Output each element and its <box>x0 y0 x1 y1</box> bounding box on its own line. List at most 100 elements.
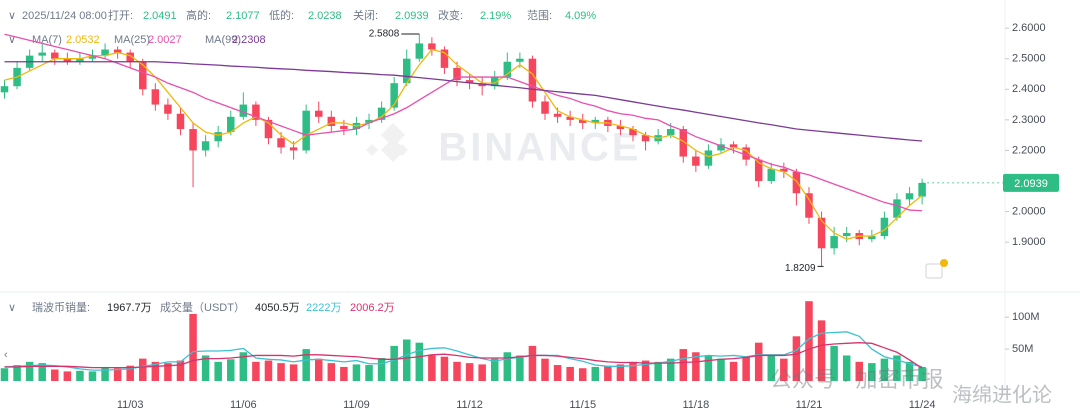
candle-body <box>101 49 109 56</box>
candle-body <box>516 58 524 62</box>
volume-bar <box>352 364 361 381</box>
volume-bar <box>905 361 914 381</box>
candle-body <box>440 49 449 68</box>
candle-body <box>692 156 700 166</box>
volume-label: 瑞波币销量: <box>32 300 90 314</box>
candle-body <box>465 80 474 84</box>
candle-body <box>578 119 587 123</box>
volume-bar <box>654 361 662 381</box>
volume-bar <box>679 349 688 381</box>
candle-body <box>139 61 147 90</box>
volume-bar <box>151 361 160 381</box>
candle-body <box>591 119 600 123</box>
volume-bar <box>465 363 474 381</box>
volume-bar <box>868 363 876 381</box>
candle-body <box>792 171 801 194</box>
high-label: 高的: <box>186 8 211 22</box>
volume-bar <box>113 368 122 381</box>
x-tick-label: 11/03 <box>117 399 144 411</box>
volume-bar <box>817 320 826 381</box>
volume-ma-legend: 2222万 <box>306 302 341 314</box>
candle-body <box>918 182 926 197</box>
candle-body <box>842 233 851 237</box>
candle-body <box>377 107 386 120</box>
candle-body <box>264 119 273 139</box>
candle-body <box>490 77 499 87</box>
volume-bar <box>76 370 84 381</box>
open-label: 打开: <box>108 8 133 22</box>
volume-bar <box>340 366 348 381</box>
volume-bar <box>578 368 587 381</box>
volume-bar <box>365 365 373 381</box>
volume-bar <box>0 368 9 381</box>
candle-body <box>666 129 675 136</box>
volume-bar <box>629 361 637 381</box>
ma-legend-name: MA(25) <box>114 34 150 46</box>
y-tick-label: 2.0000 <box>1012 206 1046 218</box>
x-tick-label: 11/24 <box>909 399 936 411</box>
ma-line <box>4 33 923 212</box>
volume-bar <box>604 365 612 381</box>
watermark-logo <box>366 123 408 162</box>
x-tick-label: 11/06 <box>230 399 257 411</box>
candle-body <box>176 113 185 130</box>
range-label: 范围: <box>527 8 552 22</box>
change-label: 改变: <box>438 8 463 22</box>
candle-body <box>742 147 750 160</box>
candle-body <box>51 52 59 59</box>
collapse-icon[interactable]: ∨ <box>8 34 16 46</box>
volume-bar <box>566 366 574 381</box>
volume-bar <box>390 345 398 381</box>
volume-bar <box>616 364 625 381</box>
y-tick-label: 2.3000 <box>1012 114 1046 126</box>
volume-bar <box>239 352 248 381</box>
collapse-icon[interactable]: ∨ <box>8 10 16 22</box>
candle-body <box>641 135 650 142</box>
candle-body <box>327 116 336 126</box>
x-tick-label: 11/21 <box>796 399 823 411</box>
y-tick-label: 2.6000 <box>1012 22 1046 34</box>
candle-body <box>880 217 889 237</box>
candle-body <box>390 83 398 108</box>
ma-legend-name: MA(99) <box>205 34 241 46</box>
candle-body <box>503 61 512 78</box>
low-value: 2.0238 <box>308 10 342 22</box>
candle-body <box>616 125 625 130</box>
volume-bar <box>63 371 72 381</box>
volume-ma-legend: 2006.2万 <box>350 302 395 314</box>
volume-bar <box>767 355 776 381</box>
scroll-left-icon[interactable]: ‹ <box>4 349 8 361</box>
volume-bar <box>490 358 499 381</box>
high-value: 2.1077 <box>226 10 260 22</box>
candle-body <box>189 129 197 151</box>
candle-body <box>817 217 826 249</box>
ma-legend-value: 2.0532 <box>66 34 100 46</box>
candle-body <box>113 49 122 53</box>
low-annotation: 1.8209 <box>785 263 816 274</box>
candle-body <box>780 168 788 172</box>
volume-bar <box>164 363 172 381</box>
volume-bar <box>880 358 889 381</box>
candle-body <box>629 129 637 136</box>
x-tick-label: 11/15 <box>569 399 596 411</box>
watermark: BINANCE <box>438 126 641 170</box>
volume-bar <box>805 301 813 381</box>
candle-time: 2025/11/24 08:00 <box>22 10 107 22</box>
volume-bar <box>893 355 901 381</box>
volume-bar <box>830 345 838 381</box>
candle-body <box>717 144 725 151</box>
volume-bar <box>415 342 424 381</box>
volume-bar <box>591 366 600 381</box>
candle-body <box>76 58 84 62</box>
volume-bar <box>453 361 461 381</box>
collapse-icon[interactable]: ∨ <box>8 302 16 314</box>
candle-body <box>767 168 776 182</box>
tool-icon[interactable] <box>925 263 943 279</box>
candle-body <box>905 193 914 200</box>
volume-bar <box>792 336 801 381</box>
volume-bar <box>478 364 486 381</box>
volume-bar <box>666 358 675 381</box>
volume-bar <box>641 360 650 381</box>
